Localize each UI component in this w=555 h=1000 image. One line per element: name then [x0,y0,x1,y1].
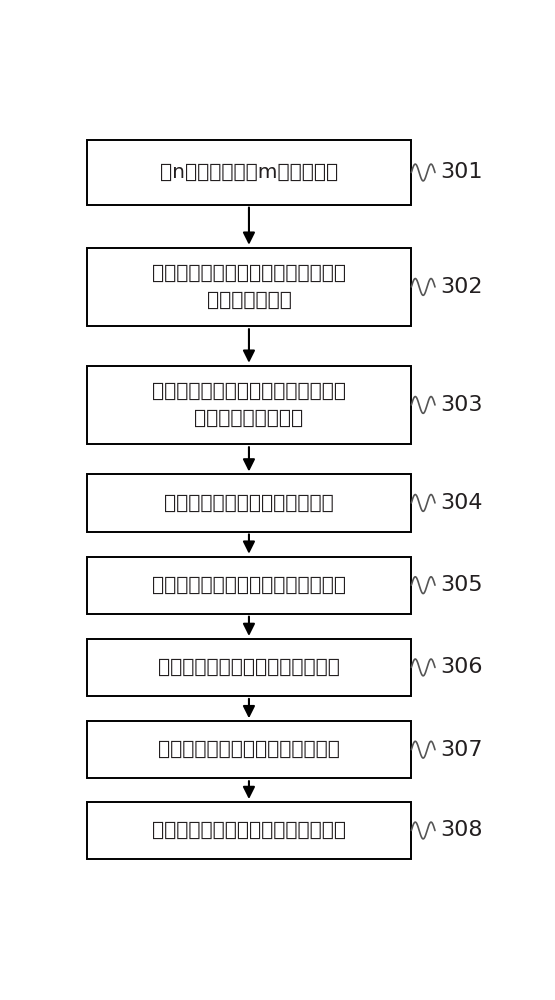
Text: 308: 308 [440,820,483,840]
Text: 向主管理节点发送第一控制信息: 向主管理节点发送第一控制信息 [164,493,334,512]
Text: 向每个代理节点发送第三控制信息: 向每个代理节点发送第三控制信息 [158,658,340,677]
Bar [87,140,411,205]
Text: 向每个从管理节点发送第二控制信息: 向每个从管理节点发送第二控制信息 [152,576,346,595]
Bar [87,557,411,614]
Text: 306: 306 [440,657,483,677]
Bar [87,721,411,778]
Text: 将n个节点划分为m个节点集合: 将n个节点划分为m个节点集合 [160,163,338,182]
Text: 302: 302 [440,277,483,297]
Text: 303: 303 [440,395,483,415]
Text: 向每个代理节点发送第四控制信息: 向每个代理节点发送第四控制信息 [158,740,340,759]
Bar [87,639,411,696]
Text: 将每个节点集合中的节点划分为管理
节点和代理节点: 将每个节点集合中的节点划分为管理 节点和代理节点 [152,264,346,310]
Bar [87,474,411,532]
Bar [87,802,411,859]
Text: 307: 307 [440,740,483,760]
Text: 305: 305 [440,575,483,595]
Text: 向每个从管理节点发送第五控制信息: 向每个从管理节点发送第五控制信息 [152,821,346,840]
Bar [87,248,411,326]
Text: 304: 304 [440,493,483,513]
Bar [87,366,411,444]
Text: 将所有管理节点划分为一个主管理节
点和多个从管理节点: 将所有管理节点划分为一个主管理节 点和多个从管理节点 [152,382,346,428]
Text: 301: 301 [440,162,483,182]
